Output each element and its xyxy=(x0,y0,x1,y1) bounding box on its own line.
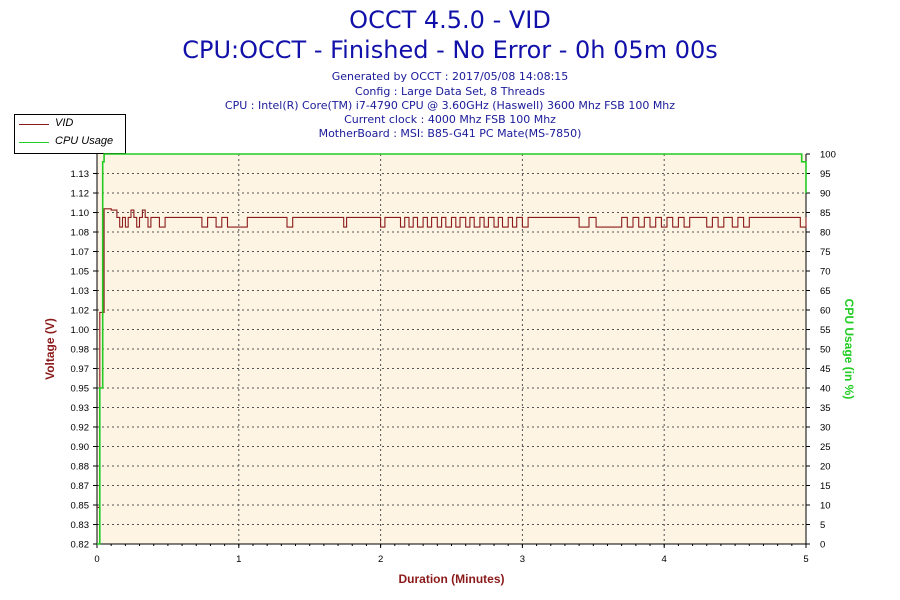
y2-tick-label: 40 xyxy=(820,384,831,395)
y-tick-label: 1.02 xyxy=(71,306,90,317)
y-axis-label: Voltage (V) xyxy=(43,318,57,380)
y2-tick-label: 65 xyxy=(820,286,831,297)
y-tick-label: 0.90 xyxy=(71,442,90,453)
series-line-cpu-usage xyxy=(97,153,807,545)
y-tick-label: 1.13 xyxy=(71,169,90,180)
y-tick-label: 0.87 xyxy=(71,481,90,492)
x-tick-label: 2 xyxy=(378,554,383,565)
y-tick-label: 0.98 xyxy=(71,345,90,356)
y2-tick-label: 90 xyxy=(820,189,831,200)
x-tick-label: 0 xyxy=(94,554,99,565)
y2-tick-label: 95 xyxy=(820,169,831,180)
info-cpu: CPU : Intel(R) Core(TM) i7-4790 CPU @ 3.… xyxy=(224,99,676,112)
y2-tick-label: 0 xyxy=(820,540,825,551)
y2-tick-label: 20 xyxy=(820,462,831,473)
y2-tick-label: 85 xyxy=(820,208,831,219)
y2-axis-label: CPU Usage (in %) xyxy=(842,299,856,400)
y2-tick-label: 75 xyxy=(820,247,831,258)
y-tick-label: 0.97 xyxy=(71,364,90,375)
y2-tick-label: 35 xyxy=(820,403,831,414)
y2-tick-label: 60 xyxy=(820,306,831,317)
x-tick-label: 1 xyxy=(236,554,241,565)
chart-title: OCCT 4.5.0 - VID xyxy=(349,6,551,34)
y-tick-label: 0.92 xyxy=(71,423,90,434)
legend-label-cpu-usage: CPU Usage xyxy=(55,135,114,147)
legend-swatch-vid xyxy=(19,124,49,125)
legend-item-vid: VID xyxy=(15,115,125,133)
y-tick-label: 1.00 xyxy=(71,325,90,336)
y2-tick-label: 80 xyxy=(820,228,831,239)
y-tick-label: 1.12 xyxy=(71,189,90,200)
y-tick-label: 1.05 xyxy=(71,267,90,278)
y2-tick-label: 50 xyxy=(820,345,831,356)
y2-tick-label: 100 xyxy=(820,150,836,161)
info-clock: Current clock : 4000 Mhz FSB 100 Mhz xyxy=(344,113,556,126)
y2-tick-label: 10 xyxy=(820,501,831,512)
y2-tick-label: 5 xyxy=(820,520,825,531)
y2-tick-label: 15 xyxy=(820,481,831,492)
chart-legend: VID CPU Usage xyxy=(14,114,126,154)
y2-tick-label: 70 xyxy=(820,267,831,278)
info-config: Config : Large Data Set, 8 Threads xyxy=(355,85,545,98)
info-generated: Generated by OCCT : 2017/05/08 14:08:15 xyxy=(331,70,569,83)
series-line-vid xyxy=(97,208,807,508)
y2-tick-label: 45 xyxy=(820,364,831,375)
y-tick-label: 0.93 xyxy=(71,403,90,414)
y-tick-label: 0.83 xyxy=(71,520,90,531)
x-axis-label: Duration (Minutes) xyxy=(399,572,505,586)
y-tick-label: 1.03 xyxy=(71,286,90,297)
y-tick-label: 0.95 xyxy=(71,384,90,395)
x-tick-label: 4 xyxy=(662,554,667,565)
chart-subtitle: CPU:OCCT - Finished - No Error - 0h 05m … xyxy=(182,36,718,64)
y2-tick-label: 55 xyxy=(820,325,831,336)
legend-item-cpu-usage: CPU Usage xyxy=(15,133,125,151)
y2-tick-label: 25 xyxy=(820,442,831,453)
y2-tick-label: 30 xyxy=(820,423,831,434)
x-tick-label: 3 xyxy=(520,554,525,565)
info-motherboard: MotherBoard : MSI: B85-G41 PC Mate(MS-78… xyxy=(318,127,582,140)
y-tick-label: 0.85 xyxy=(71,501,90,512)
legend-swatch-cpu-usage xyxy=(19,142,49,143)
x-tick-label: 5 xyxy=(803,554,808,565)
y-tick-label: 1.08 xyxy=(71,228,90,239)
y-tick-label: 0.88 xyxy=(71,462,90,473)
y-tick-label: 1.10 xyxy=(71,208,90,219)
legend-label-vid: VID xyxy=(55,117,74,129)
y-tick-label: 0.82 xyxy=(71,540,90,551)
y-tick-label: 1.07 xyxy=(71,247,90,258)
